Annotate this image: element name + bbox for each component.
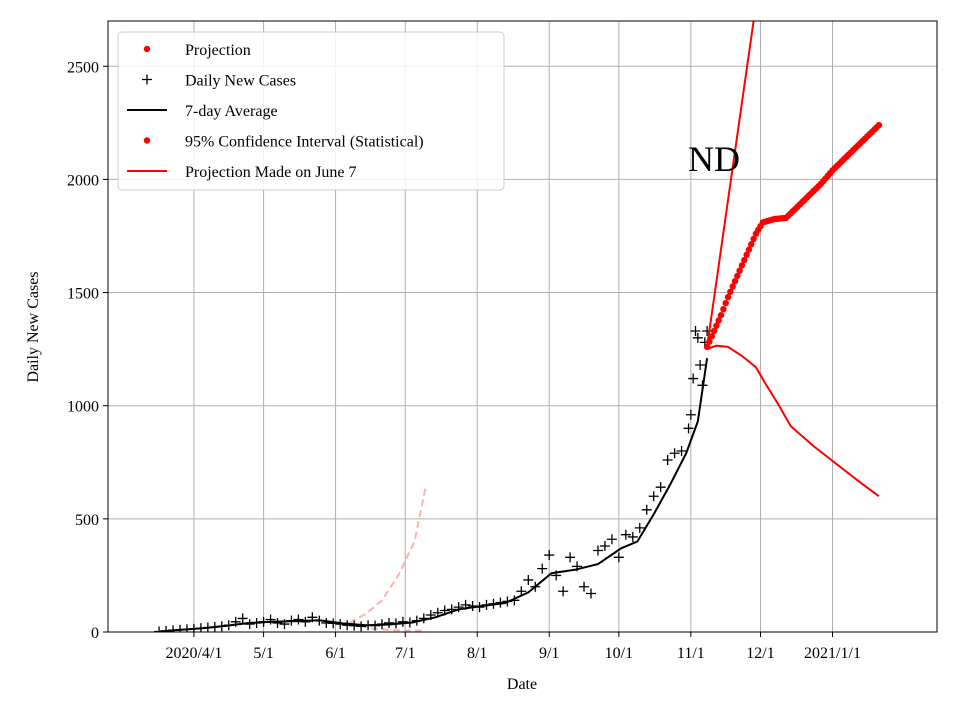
legend-label: Projection [185,42,251,59]
x-tick-label: 7/1 [395,645,415,662]
daily-case-marker [648,491,659,502]
y-tick-label: 0 [91,625,99,642]
daily-case-marker [397,616,408,627]
x-tick-label: 12/1 [746,645,774,662]
projection-dot [741,256,748,264]
daily-case-marker [676,445,687,456]
projection-dot [706,338,713,345]
projection-dot [745,246,753,253]
x-tick-label: 11/1 [677,645,705,662]
legend-box [117,31,505,191]
daily-case-marker [641,504,652,515]
confidence-interval-line [706,21,755,348]
seven-day-average-line [159,358,709,632]
daily-case-marker [695,359,706,370]
daily-case-marker [692,332,703,343]
y-tick-label: 1000 [67,399,99,416]
daily-case-marker [683,423,694,434]
daily-case-marker [669,448,680,459]
daily-case-marker [662,455,673,466]
daily-case-marker [565,552,576,563]
daily-case-marker [537,563,548,574]
projection-dot [720,306,727,313]
legend-dot-marker [143,137,151,144]
projection-dot [717,312,725,319]
x-tick-label: 6/1 [325,645,345,662]
daily-case-marker [349,620,360,631]
projection-dot [715,317,722,324]
projection-dot [729,283,736,290]
projection-dot [875,121,883,129]
daily-case-marker [620,529,631,540]
daily-case-marker [655,482,666,493]
daily-case-marker [523,574,534,585]
x-tick-label: 9/1 [539,645,559,662]
legend-dot-marker [143,45,151,53]
legend-plus-marker [142,74,152,85]
legend-label: 7-day Average [185,103,278,120]
projection-dot [743,251,750,258]
projection-dot [748,241,755,248]
daily-case-marker [685,409,696,420]
daily-case-marker [592,545,603,556]
daily-case-marker [702,326,713,337]
y-tick-label: 1500 [67,286,99,303]
y-tick-label: 500 [75,512,99,529]
projection-dot [713,322,720,329]
y-tick-label: 2000 [67,172,99,189]
x-tick-label: 2020/4/1 [165,645,222,662]
june-7-projection-line [349,484,428,624]
legend: Projection Daily New Cases 7-day Average 95… [117,31,505,191]
projection-dot [724,293,732,301]
projection-dot [736,267,743,274]
projection-dot [750,235,757,243]
x-tick-label: 5/1 [253,645,273,662]
projection-dot [738,262,746,269]
daily-case-marker [293,614,304,625]
legend-label: Daily New Cases [185,73,296,90]
daily-case-marker [579,581,590,592]
daily-case-marker [356,621,367,632]
x-tick-label: 2021/1/1 [804,645,861,662]
daily-case-marker [613,552,624,563]
legend-label: 95% Confidence Interval (Statistical) [185,134,424,151]
daily-case-marker [627,531,638,542]
axis-ticks: 2020/4/1 5/1 6/1 7/1 8/1 9/1 10/1 11/1 12/1 2021/… [67,59,861,662]
daily-case-marker [586,588,597,599]
projection-dot [731,278,739,285]
x-tick-label: 8/1 [467,645,487,662]
legend-label: Projection Made on June 7 [185,164,357,181]
x-axis-label: Date [507,676,537,693]
series-layer [154,21,883,632]
x-tick-label: 10/1 [605,645,633,662]
daily-case-marker [558,586,569,597]
daily-case-marker [272,617,283,628]
confidence-interval-line [706,344,880,498]
daily-case-marker [237,613,248,624]
projection-dot [708,333,715,340]
projection-dot [734,272,741,280]
plot-frame [107,20,938,633]
projection-dot [727,288,734,295]
projection-dot [703,343,711,351]
projection-dot [710,327,718,335]
y-axis-label: Daily New Cases [25,271,42,382]
daily-case-marker [634,522,645,533]
daily-case-marker [690,326,701,337]
daily-case-marker [606,534,617,545]
daily-case-marker [688,373,699,384]
state-annotation: ND [688,139,740,179]
projection-dot [722,299,729,307]
y-tick-label: 2500 [67,59,99,76]
daily-case-marker [599,541,610,552]
series-group [154,21,883,632]
daily-case-marker [544,550,555,561]
